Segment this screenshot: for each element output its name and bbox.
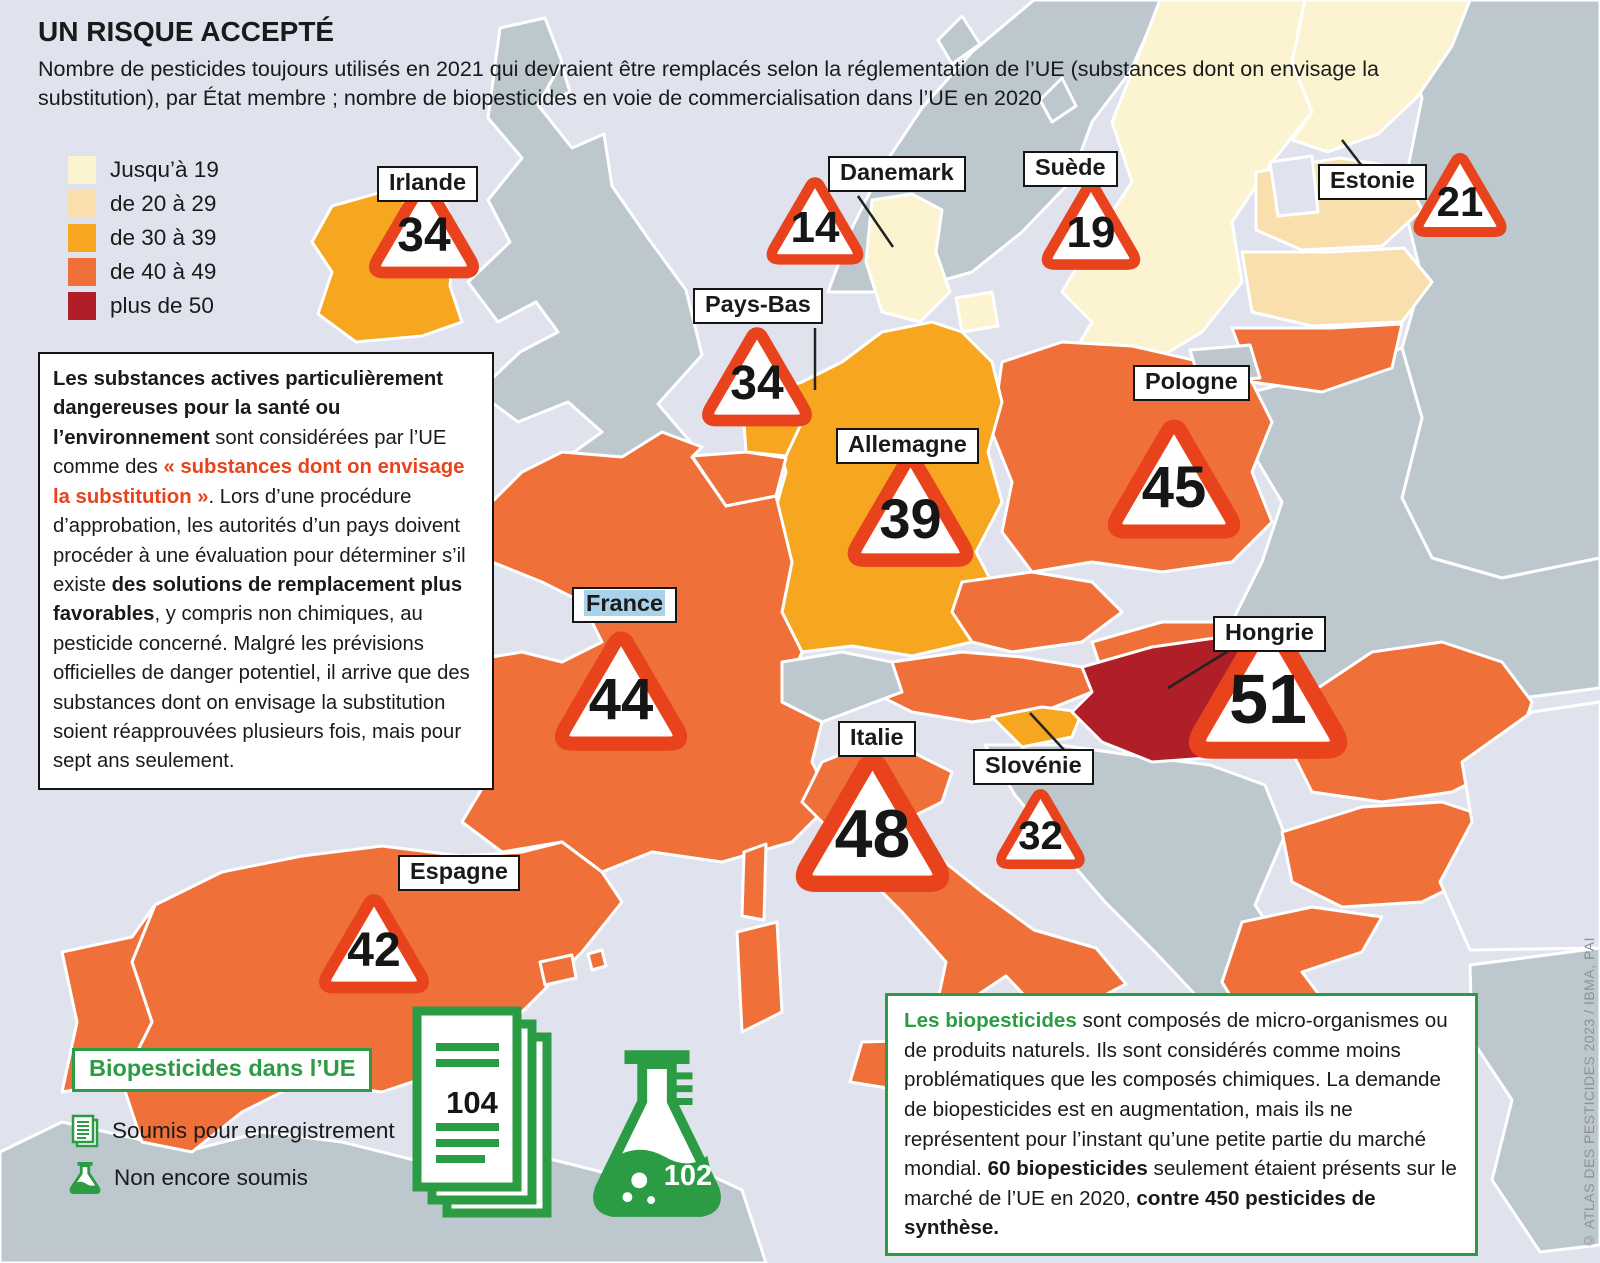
legend-row: de 40 à 49 [68, 255, 219, 289]
legend-swatch [68, 292, 96, 320]
header: UN RISQUE ACCEPTÉ Nombre de pesticides t… [38, 16, 1438, 113]
legend-swatch [68, 224, 96, 252]
black-sea [1438, 700, 1600, 952]
legend-row: de 30 à 39 [68, 221, 219, 255]
country-shape-latvia [1240, 246, 1434, 328]
document-stack-icon [405, 1005, 560, 1225]
country-shape-austria [870, 650, 1094, 724]
flask-large-icon [588, 1042, 726, 1230]
warning-sign-italie: 48 [790, 752, 955, 897]
legend-label: plus de 50 [110, 293, 214, 318]
country-shape-finland [1290, 0, 1472, 154]
warning-sign-suede: 19 [1038, 180, 1144, 273]
sign-value: 42 [347, 924, 401, 978]
warning-triangle-icon [766, 177, 864, 265]
legend-swatch [68, 156, 96, 184]
biopesticides-submitted-row: Soumis pour enregistrement [70, 1113, 395, 1149]
legend-swatch [68, 258, 96, 286]
sign-value: 32 [1018, 813, 1063, 858]
country-label-suede: Suède [1023, 151, 1118, 188]
leader-lines [813, 139, 1363, 753]
country-label-irlande: Irlande [377, 166, 479, 203]
subtitle: Nombre de pesticides toujours utilisés e… [38, 57, 1379, 110]
country-label-allemagne: Allemagne [836, 428, 979, 465]
sign-value: 19 [1066, 207, 1116, 257]
submitted-value: 104 [446, 1085, 498, 1120]
country-label-slovenie: Slovénie [973, 749, 1094, 786]
legend-row: plus de 50 [68, 289, 219, 323]
sign-value: 45 [1141, 455, 1207, 521]
color-legend: Jusqu’à 19 de 20 à 29 de 30 à 39 de 40 à… [68, 153, 219, 323]
submitted-label: Soumis pour enregistrement [112, 1118, 395, 1143]
country-label-danemark: Danemark [828, 156, 966, 193]
biopesticides-not-submitted-row: Non encore soumis [68, 1162, 308, 1194]
sign-value: 44 [588, 667, 654, 733]
warning-sign-allemagne: 39 [843, 452, 978, 571]
substitution-info-box: Les substances actives particulièrement … [38, 352, 494, 790]
warning-sign-slovenie: 32 [993, 788, 1088, 872]
country-label-pays-bas: Pays-Bas [693, 288, 823, 325]
biopesticides-legend-title: Biopesticides dans l’UE [72, 1048, 373, 1092]
warning-sign-estonie: 21 [1410, 152, 1510, 240]
country-label-hongrie: Hongrie [1213, 616, 1326, 653]
country-shape-czechia [950, 570, 1124, 654]
sign-value: 48 [834, 795, 911, 872]
country-label-pologne: Pologne [1133, 365, 1250, 402]
flask-icon [68, 1162, 102, 1194]
country-label-estonie: Estonie [1318, 164, 1427, 201]
country-label-france: France [572, 587, 678, 624]
warning-sign-danemark: 14 [763, 176, 867, 268]
country-shape-denmark [864, 192, 952, 324]
sign-value: 39 [879, 487, 942, 551]
country-label-espagne: Espagne [398, 855, 520, 892]
biopesticides-info-box: Les biopesticides sont composés de micro… [885, 993, 1478, 1257]
sign-value: 34 [730, 357, 784, 411]
not-submitted-label: Non encore soumis [114, 1165, 308, 1190]
warning-triangle-icon [702, 327, 812, 427]
credit-text: © ATLAS DES PESTICIDES 2023 / IBMA, PAI [1581, 937, 1597, 1249]
page-title: UN RISQUE ACCEPTÉ [38, 16, 335, 47]
warning-triangle-icon [1041, 181, 1141, 270]
warning-sign-espagne: 42 [315, 893, 433, 997]
sign-value: 34 [397, 209, 451, 263]
not-submitted-value: 102 [663, 1160, 713, 1192]
warning-sign-france: 44 [550, 630, 692, 755]
warning-triangle-icon [1413, 153, 1507, 237]
country-shape-switzerland [780, 650, 904, 724]
legend-label: Jusqu’à 19 [110, 157, 219, 182]
sign-value: 14 [790, 203, 840, 253]
warning-triangle-icon [996, 789, 1085, 869]
legend-swatch [68, 190, 96, 218]
warning-triangle-icon [319, 894, 429, 994]
warning-triangle-icon [1107, 419, 1241, 539]
legend-label: de 40 à 49 [110, 259, 217, 284]
sign-value: 21 [1436, 178, 1484, 226]
warning-triangle-icon [554, 631, 688, 751]
country-shape-portugal [60, 903, 157, 1094]
legend-row: Jusqu’à 19 [68, 153, 219, 187]
document-icon [70, 1113, 100, 1149]
legend-label: de 30 à 39 [110, 225, 217, 250]
warning-sign-pays-bas: 34 [698, 326, 816, 430]
country-label-italie: Italie [838, 721, 916, 758]
warning-sign-pologne: 45 [1103, 418, 1245, 543]
country-shape-turkey [1468, 946, 1600, 1254]
warning-triangle-icon [795, 753, 950, 893]
sign-value: 51 [1229, 659, 1307, 738]
country-shape-slovenia [990, 705, 1084, 749]
legend-row: de 20 à 29 [68, 187, 219, 221]
legend-label: de 20 à 29 [110, 191, 217, 216]
lake [1268, 154, 1320, 218]
